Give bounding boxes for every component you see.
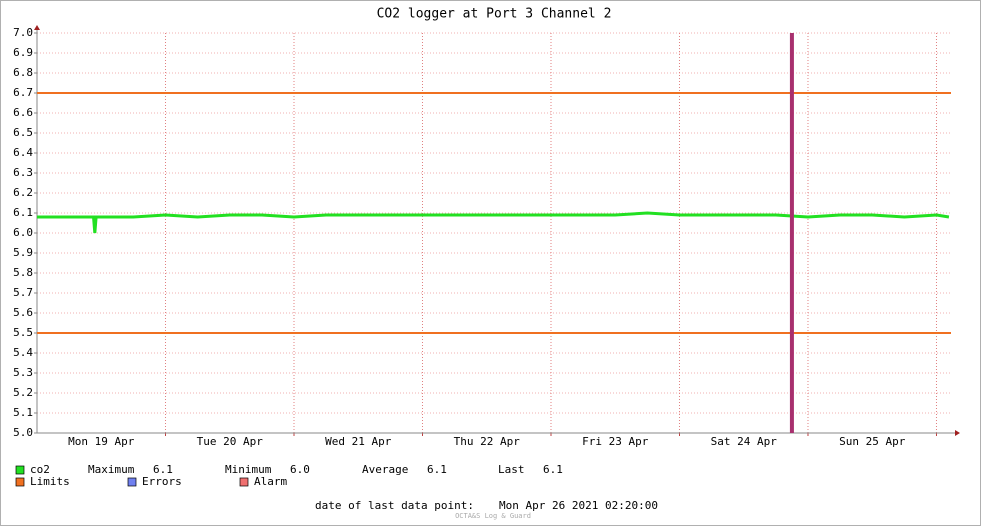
stat-value: 6.1 [543, 463, 563, 476]
stat-name: Average [362, 463, 408, 476]
y-tick-label: 6.3 [13, 166, 33, 179]
y-tick-label: 5.4 [13, 346, 33, 359]
y-tick-label: 5.1 [13, 406, 33, 419]
y-tick-label: 5.6 [13, 306, 33, 319]
y-tick-label: 5.8 [13, 266, 33, 279]
stat-value: 6.1 [153, 463, 173, 476]
footer-value: Mon Apr 26 2021 02:20:00 [499, 499, 658, 512]
stat-value: 6.0 [290, 463, 310, 476]
legend-label: Alarm [254, 475, 287, 488]
legend-swatch [127, 477, 137, 487]
legend-swatch [15, 477, 25, 487]
legend-label: co2 [30, 463, 50, 476]
y-tick-label: 5.5 [13, 326, 33, 339]
y-tick-label: 5.9 [13, 246, 33, 259]
y-tick-label: 6.4 [13, 146, 33, 159]
footer-label: date of last data point: [315, 499, 474, 512]
y-tick-label: 6.9 [13, 46, 33, 59]
legend-label: Limits [30, 475, 70, 488]
x-tick-label: Sun 25 Apr [839, 435, 906, 448]
watermark: OCTA&S Log & Guard [455, 512, 531, 520]
y-tick-label: 6.8 [13, 66, 33, 79]
x-tick-label: Fri 23 Apr [582, 435, 649, 448]
stat-name: Maximum [88, 463, 135, 476]
x-axis-arrow [955, 430, 960, 436]
legend-swatch [239, 477, 249, 487]
y-tick-label: 5.2 [13, 386, 33, 399]
legend-swatch [15, 465, 25, 475]
legend-label: Errors [142, 475, 182, 488]
y-tick-label: 6.2 [13, 186, 33, 199]
x-tick-label: Mon 19 Apr [68, 435, 135, 448]
stat-name: Last [498, 463, 525, 476]
x-tick-label: Wed 21 Apr [325, 435, 392, 448]
stat-name: Minimum [225, 463, 272, 476]
y-tick-label: 5.7 [13, 286, 33, 299]
x-tick-label: Thu 22 Apr [454, 435, 521, 448]
y-tick-label: 6.6 [13, 106, 33, 119]
y-tick-label: 7.0 [13, 26, 33, 39]
x-tick-label: Sat 24 Apr [711, 435, 778, 448]
y-tick-label: 6.5 [13, 126, 33, 139]
y-axis-arrow [34, 25, 40, 30]
chart-title: CO2 logger at Port 3 Channel 2 [377, 7, 612, 22]
y-tick-label: 5.3 [13, 366, 33, 379]
y-tick-label: 6.1 [13, 206, 33, 219]
data-line [37, 211, 950, 234]
x-tick-label: Tue 20 Apr [197, 435, 264, 448]
y-tick-label: 6.7 [13, 86, 33, 99]
y-tick-label: 6.0 [13, 226, 33, 239]
stat-value: 6.1 [427, 463, 447, 476]
y-tick-label: 5.0 [13, 426, 33, 439]
